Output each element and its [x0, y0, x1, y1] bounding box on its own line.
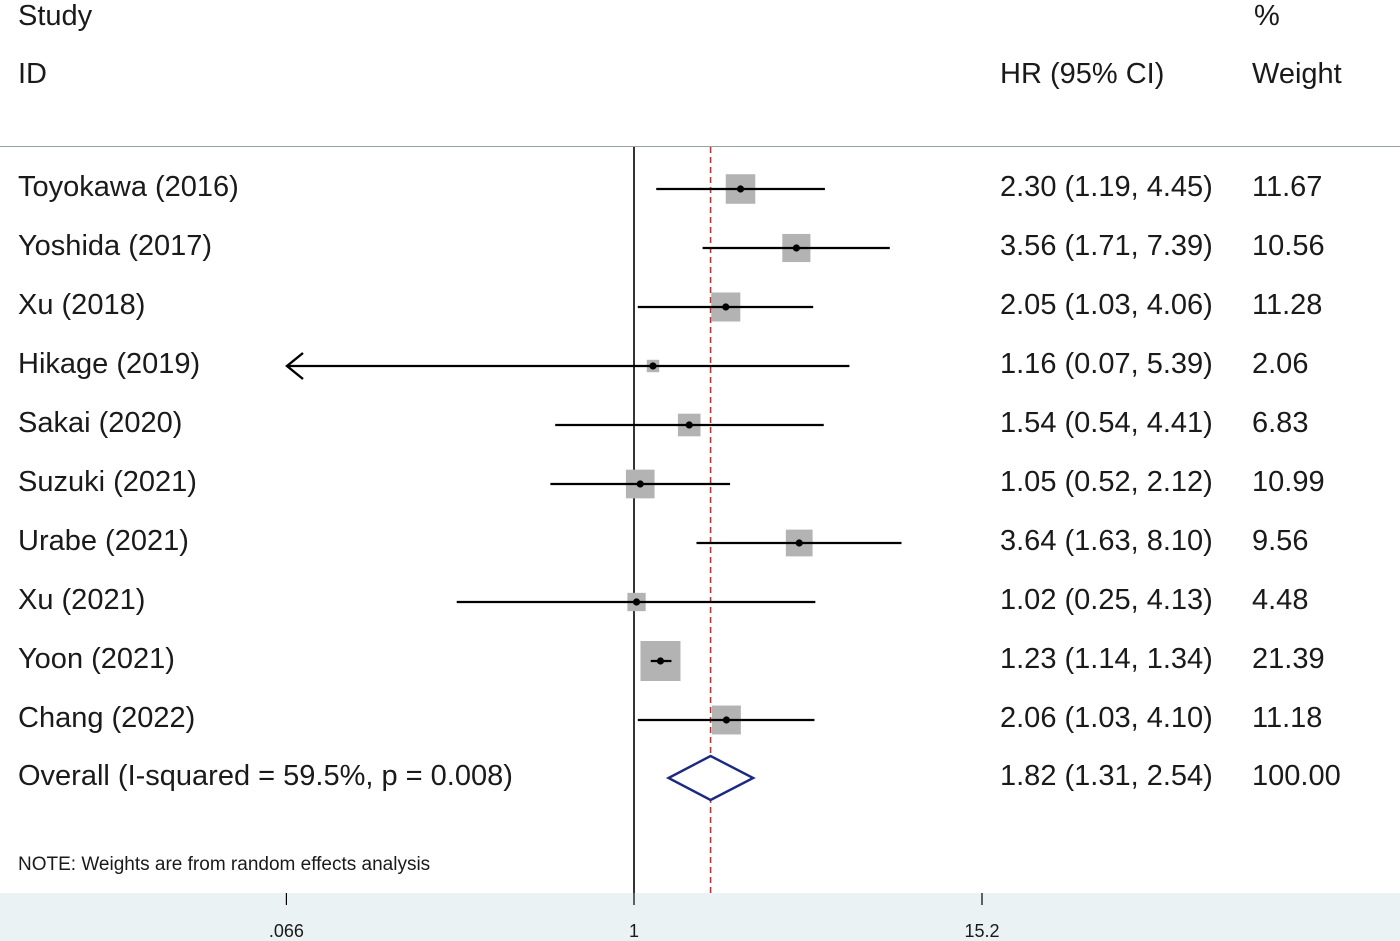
point-estimate: [656, 657, 665, 665]
point-estimate: [736, 185, 745, 193]
overall-hr-ci: 1.82 (1.31, 2.54): [1000, 760, 1213, 792]
header-hr-ci: HR (95% CI): [1000, 58, 1165, 90]
study-label: Toyokawa (2016): [18, 171, 239, 203]
study-hr-ci: 2.30 (1.19, 4.45): [1000, 171, 1213, 203]
study-weight: 11.67: [1252, 171, 1323, 203]
study-weight: 4.48: [1252, 584, 1309, 616]
overall-weight: 100.00: [1252, 760, 1341, 792]
study-label: Suzuki (2021): [18, 466, 197, 498]
study-weight: 2.06: [1252, 348, 1309, 380]
study-hr-ci: 1.23 (1.14, 1.34): [1000, 643, 1213, 675]
study-label: Urabe (2021): [18, 525, 189, 557]
study-hr-ci: 3.64 (1.63, 8.10): [1000, 525, 1213, 557]
point-estimate: [636, 480, 644, 488]
axis-band: [0, 893, 1400, 941]
study-weight: 11.28: [1252, 289, 1323, 321]
study-label: Chang (2022): [18, 702, 196, 734]
study-weight: 10.99: [1252, 466, 1325, 498]
tick-label: 1: [628, 921, 640, 941]
point-estimate: [649, 362, 657, 370]
study-weight: 11.18: [1252, 702, 1323, 734]
study-weight: 9.56: [1252, 525, 1309, 557]
footnote: NOTE: Weights are from random effects an…: [18, 854, 431, 875]
point-estimate: [722, 303, 730, 311]
study-hr-ci: 1.05 (0.52, 2.12): [1000, 466, 1213, 498]
study-hr-ci: 1.16 (0.07, 5.39): [1000, 348, 1213, 380]
study-weight: 21.39: [1252, 643, 1325, 675]
overall-diamond: [665, 754, 756, 802]
study-label: Hikage (2019): [18, 348, 201, 380]
point-estimate: [685, 421, 693, 429]
study-hr-ci: 1.02 (0.25, 4.13): [1000, 584, 1213, 616]
point-estimate: [722, 716, 731, 724]
study-hr-ci: 2.06 (1.03, 4.10): [1000, 702, 1213, 734]
header-id: ID: [18, 58, 47, 90]
study-label: Yoshida (2017): [18, 230, 213, 262]
point-estimate: [792, 244, 800, 252]
study-weight: 10.56: [1252, 230, 1325, 262]
study-hr-ci: 1.54 (0.54, 4.41): [1000, 407, 1213, 439]
point-estimate: [632, 598, 641, 606]
study-weight: 6.83: [1252, 407, 1309, 439]
header-weight: Weight: [1252, 58, 1342, 90]
tick-label: 15.2: [964, 921, 1000, 941]
ci-arrow: [285, 352, 304, 380]
header-percent: %: [1254, 0, 1280, 32]
study-label: Yoon (2021): [18, 643, 175, 675]
study-label: Xu (2018): [18, 289, 146, 321]
study-label: Sakai (2020): [18, 407, 183, 439]
header-study: Study: [18, 0, 93, 32]
study-hr-ci: 3.56 (1.71, 7.39): [1000, 230, 1213, 262]
tick-label: .066: [268, 921, 304, 941]
study-hr-ci: 2.05 (1.03, 4.06): [1000, 289, 1213, 321]
header-divider: [0, 146, 1400, 147]
point-estimate: [795, 539, 803, 547]
study-label: Xu (2021): [18, 584, 146, 616]
overall-label: Overall (I-squared = 59.5%, p = 0.008): [18, 760, 513, 792]
